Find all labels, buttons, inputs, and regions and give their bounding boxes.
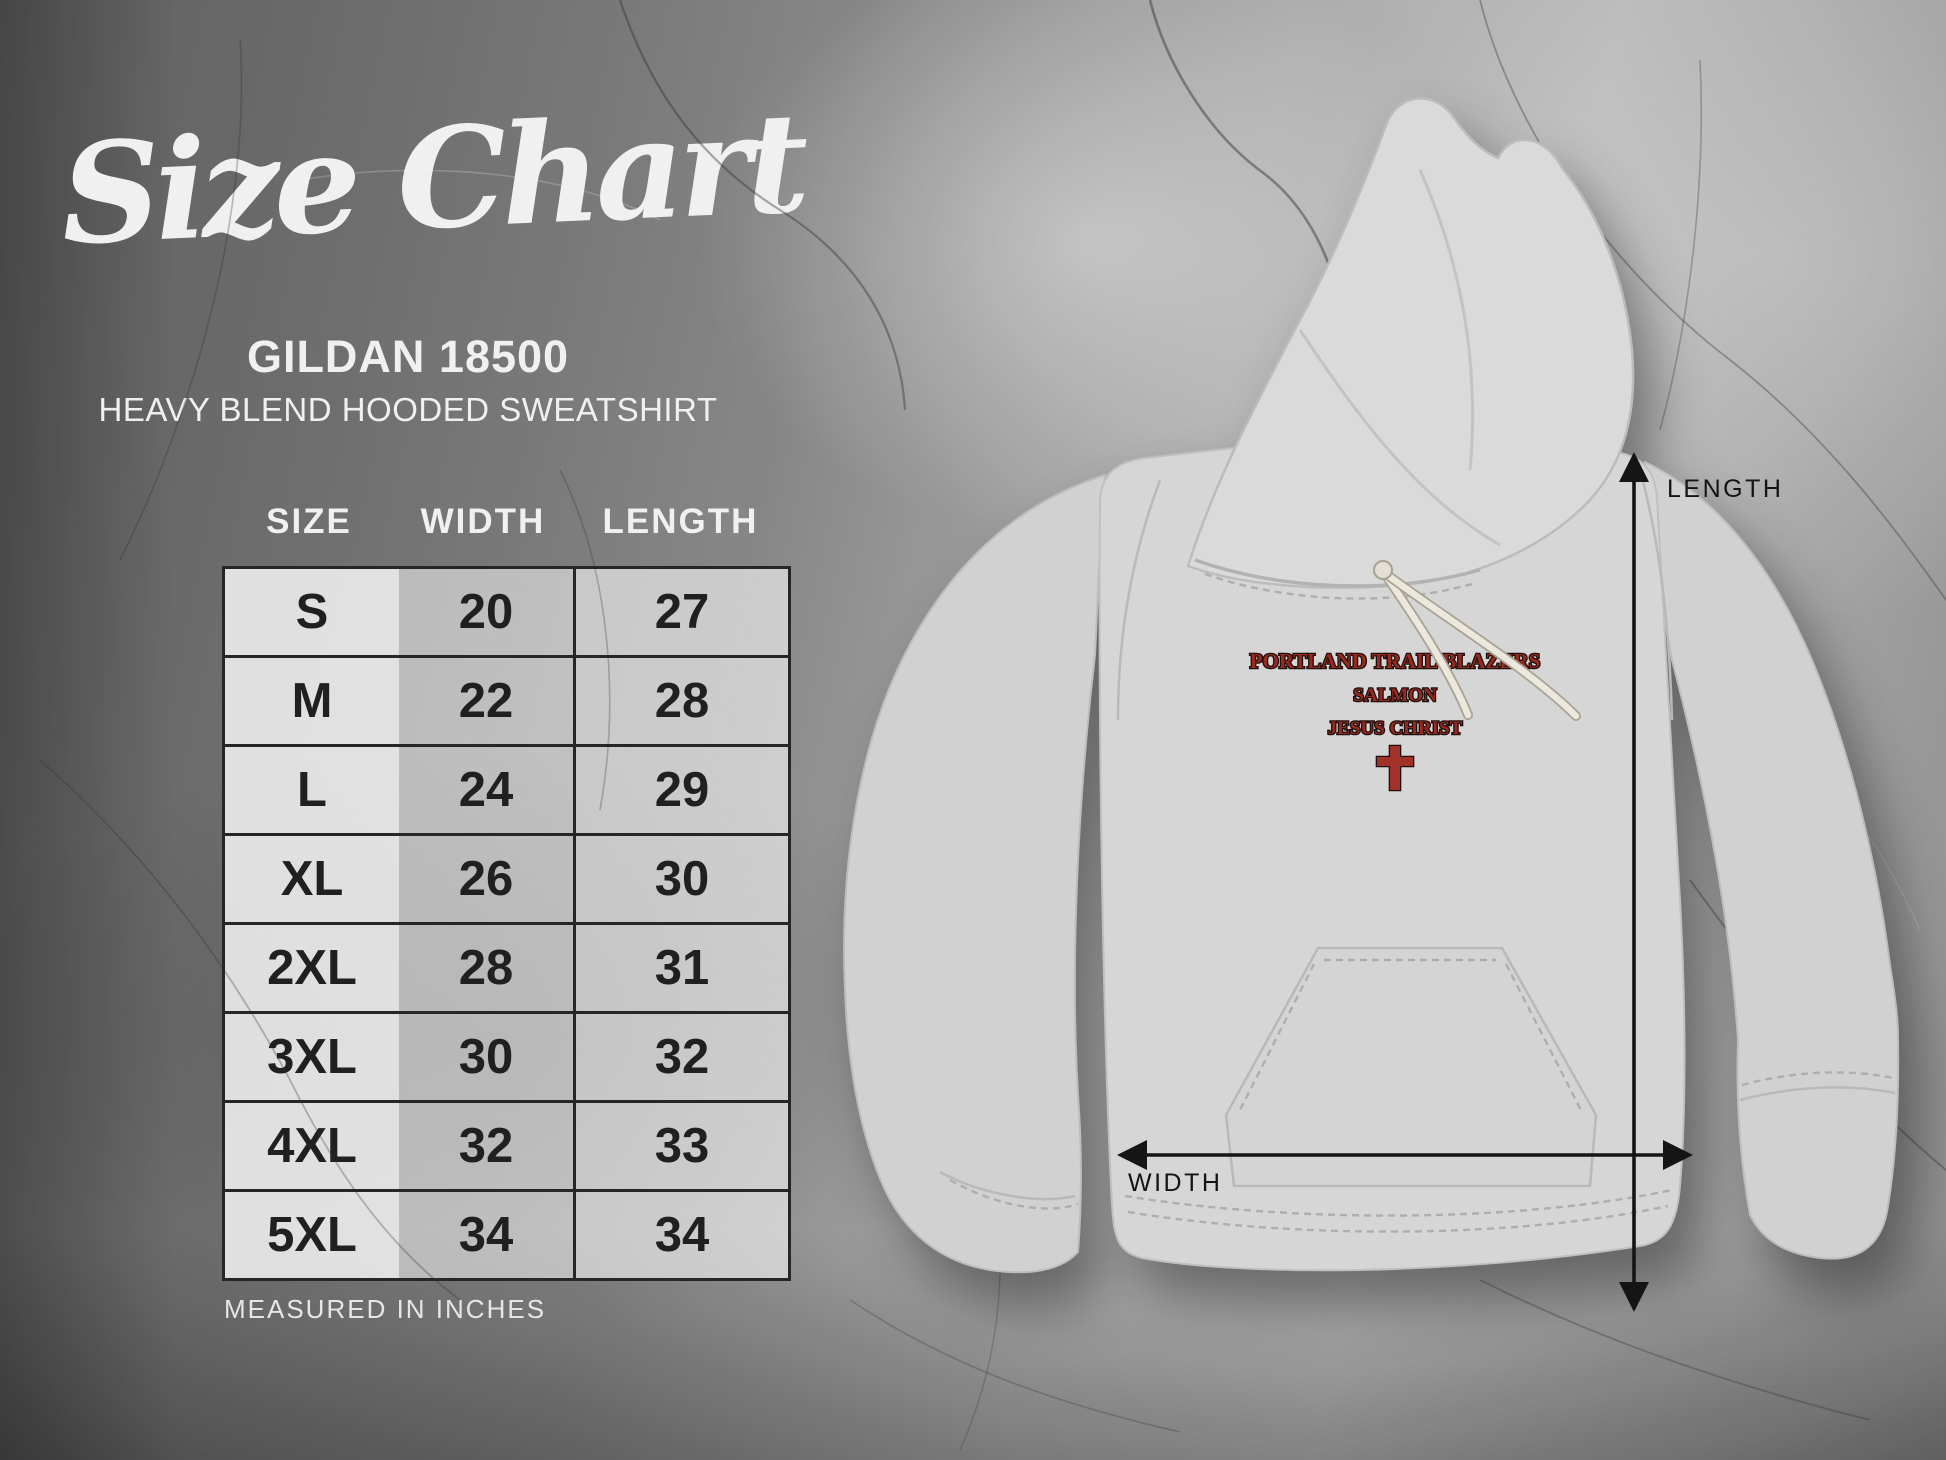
right-armhole-seam [1638, 469, 1674, 721]
dimension-annotations: LENGTH WIDTH [1117, 452, 1783, 1312]
length-arrow: LENGTH [1619, 452, 1783, 1312]
cuff-and-hem-stitching [939, 1071, 1896, 1233]
hoodie-mockup: PORTLAND TRAIL BLAZERS SALMON JESUS CHRI… [843, 97, 1900, 1274]
print-line-3: JESUS CHRIST [1328, 718, 1463, 739]
width-arrow: WIDTH [1117, 1140, 1693, 1197]
print-line-2: SALMON [1353, 685, 1437, 706]
width-label: WIDTH [1128, 1169, 1222, 1197]
drawstring-cords [1373, 560, 1581, 721]
left-armhole-seam [1116, 479, 1162, 721]
hood [1186, 97, 1635, 600]
length-label: LENGTH [1667, 475, 1783, 503]
latin-cross-icon [1375, 744, 1415, 792]
kangaroo-pocket [1224, 946, 1598, 1188]
drawstring-knot [1373, 560, 1393, 580]
